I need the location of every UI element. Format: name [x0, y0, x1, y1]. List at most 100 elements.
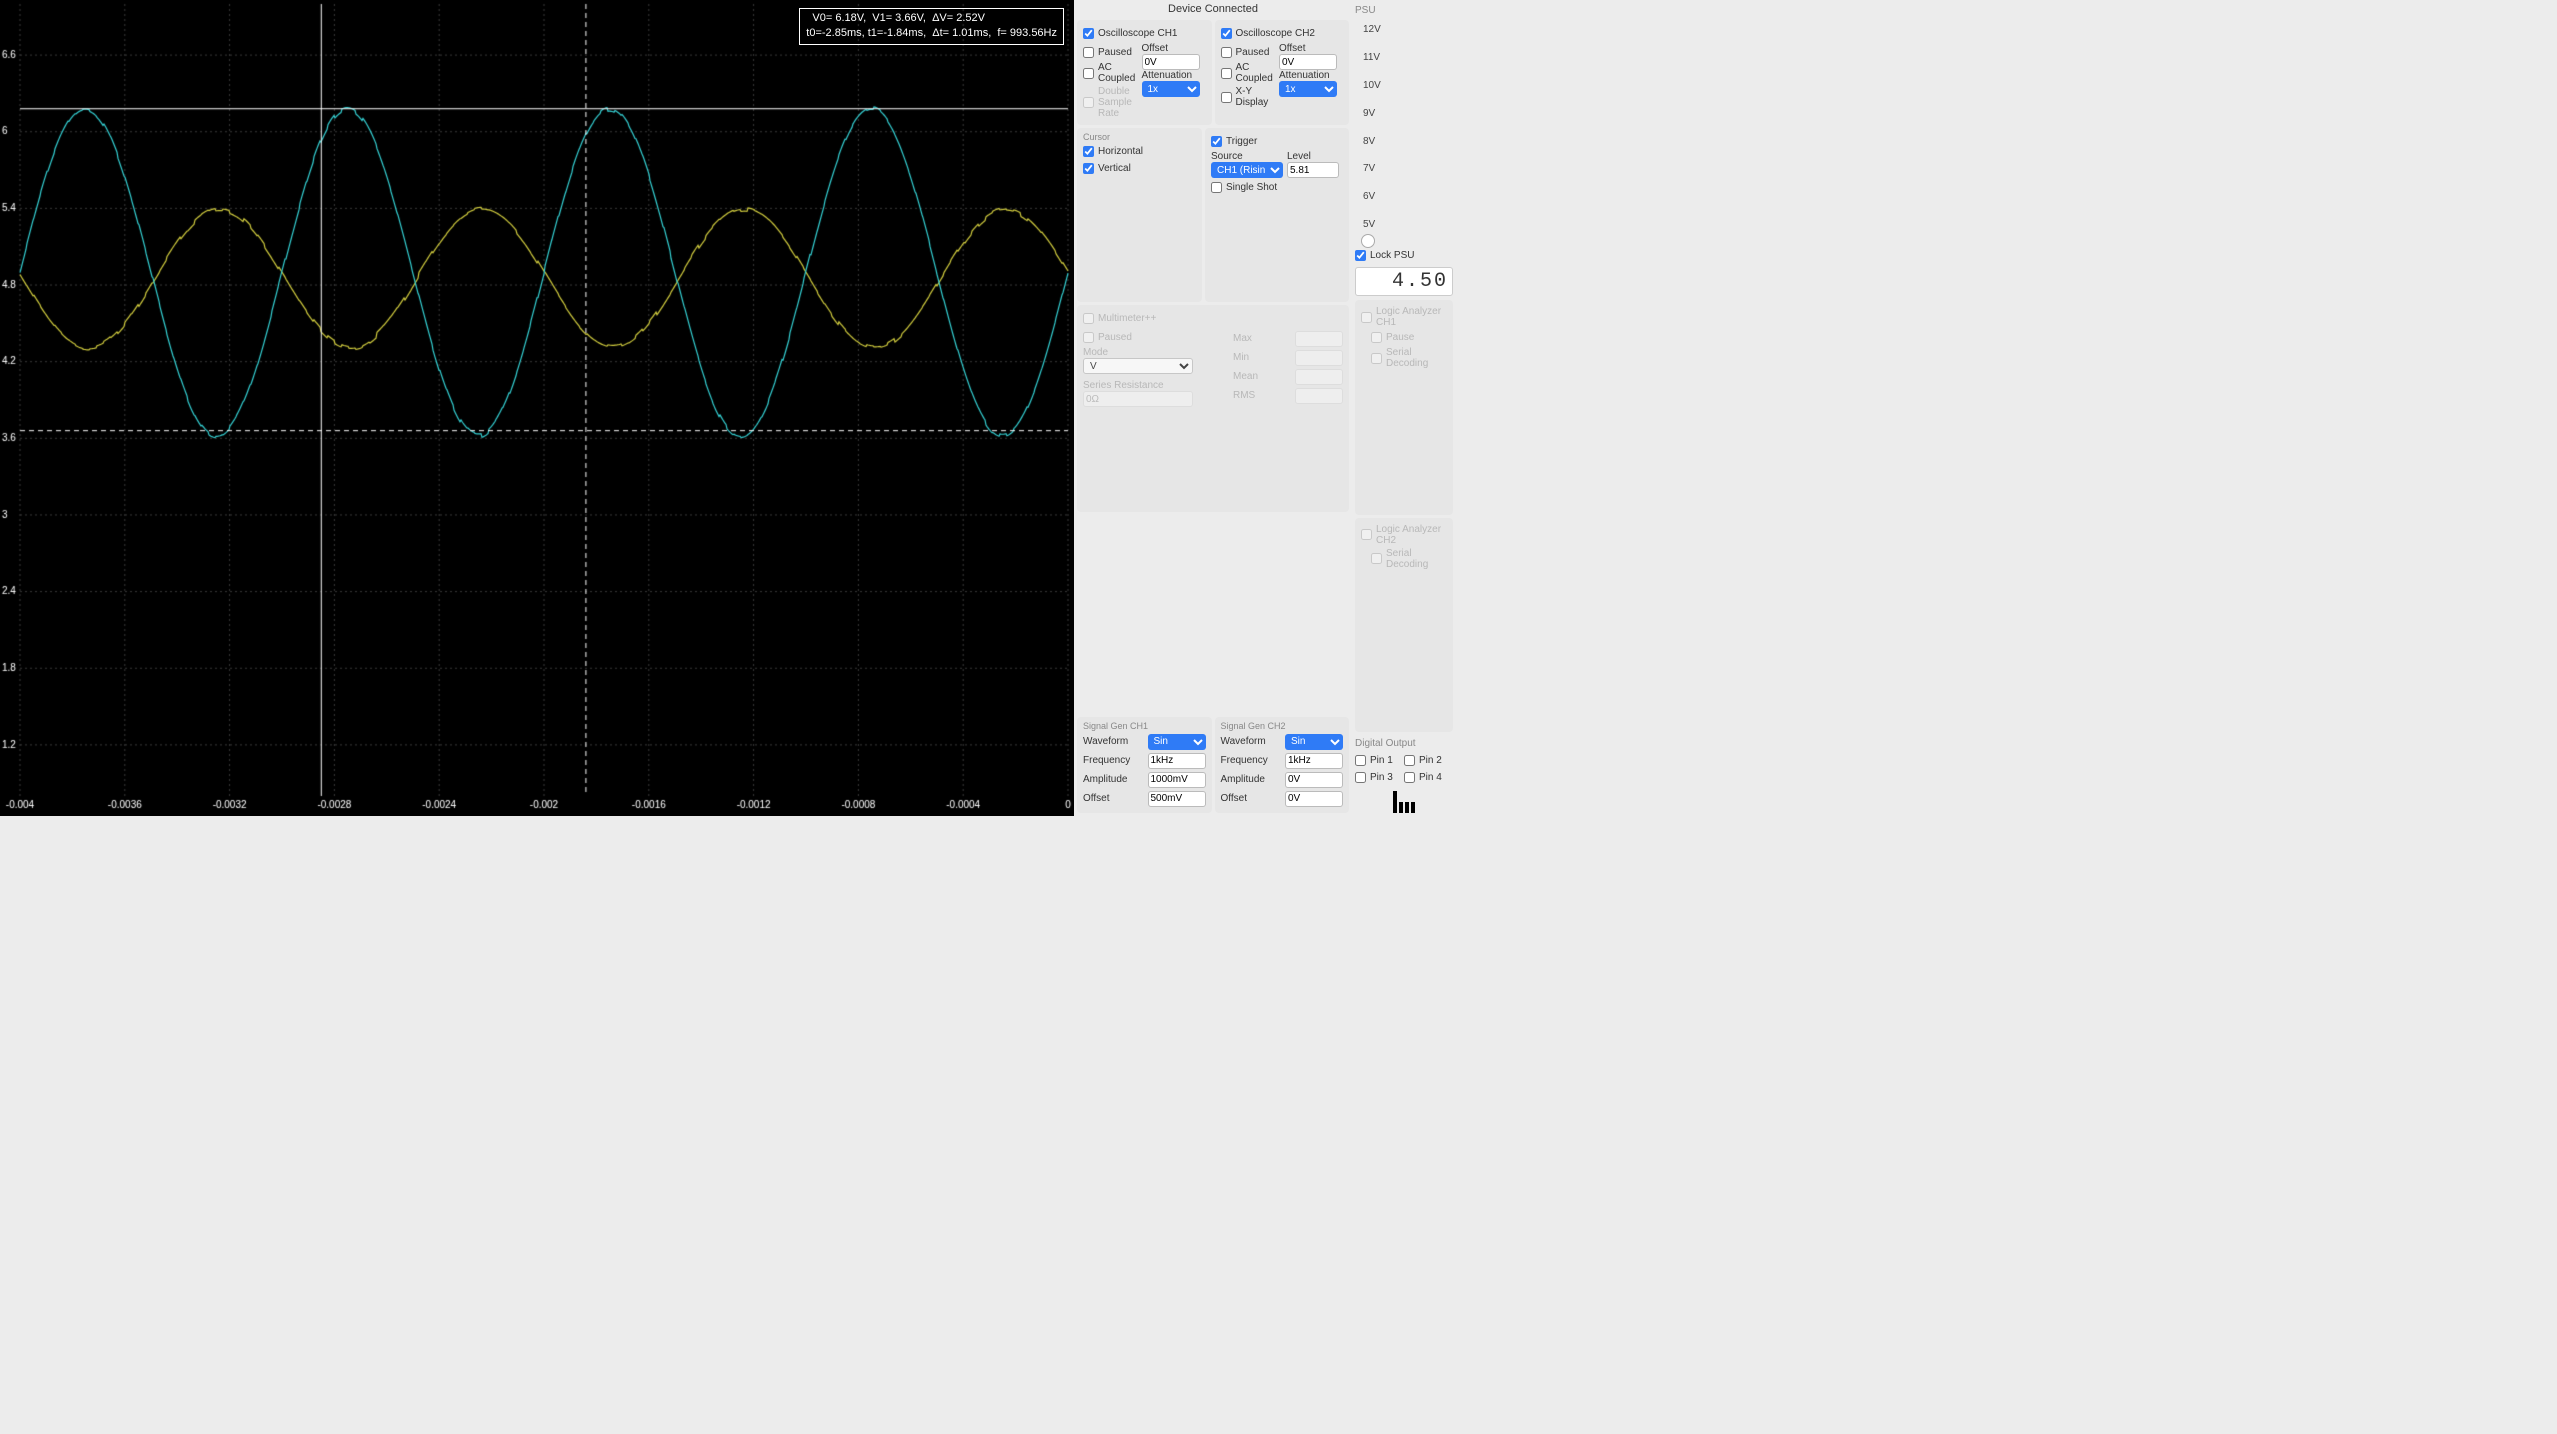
- osc-ch1-paused-checkbox[interactable]: [1083, 47, 1094, 58]
- sg1-amp-input[interactable]: [1148, 772, 1206, 788]
- sg1-freq-label: Frequency: [1083, 755, 1144, 766]
- digital-output-bars: [1355, 791, 1453, 813]
- osc-ch2-att-label: Attenuation: [1279, 70, 1343, 81]
- trigger-single-checkbox[interactable]: [1211, 182, 1222, 193]
- trigger-panel: Trigger Source CH1 (Rising) Level Single…: [1205, 128, 1349, 302]
- pin3-checkbox[interactable]: [1355, 772, 1366, 783]
- la-ch1-serial-label: Serial Decoding: [1386, 347, 1447, 369]
- mm-max-label: Max: [1233, 333, 1252, 344]
- mm-min-label: Min: [1233, 352, 1249, 363]
- osc-ch2-offset-label: Offset: [1279, 43, 1343, 54]
- pin2-checkbox[interactable]: [1404, 755, 1415, 766]
- trigger-source-label: Source: [1211, 151, 1283, 162]
- trigger-level-label: Level: [1287, 151, 1343, 162]
- mm-mean-label: Mean: [1233, 371, 1258, 382]
- siggen-ch2-title: Signal Gen CH2: [1221, 721, 1344, 731]
- multimeter-paused-checkbox: [1083, 332, 1094, 343]
- mm-max-value: [1295, 331, 1343, 347]
- psu-tick: 8V: [1363, 136, 1453, 147]
- trigger-level-input[interactable]: [1287, 162, 1339, 178]
- mm-mean-value: [1295, 369, 1343, 385]
- psu-scale[interactable]: 12V 11V 10V 9V 8V 7V 6V 5V: [1355, 18, 1453, 236]
- cursor-panel: Cursor Horizontal Vertical: [1077, 128, 1202, 302]
- la-ch1-title: Logic Analyzer CH1: [1376, 306, 1447, 328]
- siggen-ch1-title: Signal Gen CH1: [1083, 721, 1206, 731]
- digital-output-title: Digital Output: [1355, 738, 1453, 749]
- sg2-wave-select[interactable]: Sin: [1285, 734, 1343, 750]
- pin3-label: Pin 3: [1370, 772, 1393, 783]
- psu-title: PSU: [1355, 5, 1453, 16]
- osc-ch2-xy-checkbox[interactable]: [1221, 92, 1232, 103]
- osc-ch1-ac-label: AC Coupled: [1098, 62, 1138, 84]
- osc-ch2-paused-label: Paused: [1236, 47, 1270, 58]
- multimeter-sr-label: Series Resistance: [1083, 380, 1227, 391]
- lock-psu-checkbox[interactable]: [1355, 250, 1366, 261]
- mm-rms-label: RMS: [1233, 390, 1255, 401]
- osc-ch1-att-label: Attenuation: [1142, 70, 1206, 81]
- multimeter-sr-input: [1083, 391, 1193, 407]
- trigger-single-label: Single Shot: [1226, 182, 1277, 193]
- sg2-off-input[interactable]: [1285, 791, 1343, 807]
- psu-tick: 11V: [1363, 52, 1453, 63]
- multimeter-mode-label: Mode: [1083, 347, 1227, 358]
- sg2-off-label: Offset: [1221, 793, 1282, 804]
- osc-ch2-offset-input[interactable]: [1279, 54, 1337, 70]
- osc-ch1-enable-checkbox[interactable]: [1083, 28, 1094, 39]
- trigger-source-select[interactable]: CH1 (Rising): [1211, 162, 1283, 178]
- sg2-wave-label: Waveform: [1221, 736, 1282, 747]
- osc-ch1-ac-checkbox[interactable]: [1083, 68, 1094, 79]
- multimeter-paused-label: Paused: [1098, 332, 1132, 343]
- osc-ch1-dsr-checkbox: [1083, 97, 1094, 108]
- psu-voltage-display: 4.50: [1355, 267, 1453, 296]
- digital-output-panel: Digital Output Pin 1 Pin 3 Pin 2 Pin 4: [1355, 736, 1453, 813]
- scope-canvas[interactable]: [0, 0, 1074, 816]
- sg1-wave-select[interactable]: Sin: [1148, 734, 1206, 750]
- mm-rms-value: [1295, 388, 1343, 404]
- trigger-enable-checkbox[interactable]: [1211, 136, 1222, 147]
- multimeter-enable-checkbox: [1083, 313, 1094, 324]
- multimeter-title: Multimeter++: [1098, 313, 1156, 324]
- pin4-checkbox[interactable]: [1404, 772, 1415, 783]
- cursor-vertical-checkbox[interactable]: [1083, 163, 1094, 174]
- trigger-title: Trigger: [1226, 136, 1257, 147]
- oscilloscope-display[interactable]: V0= 6.18V, V1= 3.66V, ΔV= 2.52V t0=-2.85…: [0, 0, 1074, 816]
- osc-ch1-panel: Oscilloscope CH1 Paused AC Coupled Doubl…: [1077, 20, 1212, 125]
- multimeter-panel: Multimeter++ Paused Mode V Series Resist…: [1077, 305, 1349, 512]
- sg1-freq-input[interactable]: [1148, 753, 1206, 769]
- osc-ch1-offset-input[interactable]: [1142, 54, 1200, 70]
- sg2-amp-label: Amplitude: [1221, 774, 1282, 785]
- osc-ch2-ac-label: AC Coupled: [1236, 62, 1276, 84]
- pin1-label: Pin 1: [1370, 755, 1393, 766]
- osc-ch1-paused-label: Paused: [1098, 47, 1132, 58]
- psu-tick: 7V: [1363, 163, 1453, 174]
- cursor-horizontal-checkbox[interactable]: [1083, 146, 1094, 157]
- la-ch2-title: Logic Analyzer CH2: [1376, 524, 1447, 546]
- osc-ch2-panel: Oscilloscope CH2 Paused AC Coupled X-Y D…: [1215, 20, 1350, 125]
- osc-ch1-att-select[interactable]: 1x: [1142, 81, 1200, 97]
- osc-ch2-paused-checkbox[interactable]: [1221, 47, 1232, 58]
- siggen-ch1-panel: Signal Gen CH1 Waveform Sin Frequency Amp…: [1077, 717, 1212, 813]
- la-ch2-serial-label: Serial Decoding: [1386, 548, 1447, 570]
- osc-ch2-att-select[interactable]: 1x: [1279, 81, 1337, 97]
- osc-ch2-enable-checkbox[interactable]: [1221, 28, 1232, 39]
- sg2-amp-input[interactable]: [1285, 772, 1343, 788]
- sg2-freq-input[interactable]: [1285, 753, 1343, 769]
- pin2-label: Pin 2: [1419, 755, 1442, 766]
- pin4-label: Pin 4: [1419, 772, 1442, 783]
- psu-tick: 9V: [1363, 108, 1453, 119]
- la-ch1-serial-checkbox: [1371, 353, 1382, 364]
- cursor-readout: V0= 6.18V, V1= 3.66V, ΔV= 2.52V t0=-2.85…: [799, 8, 1064, 45]
- sg1-wave-label: Waveform: [1083, 736, 1144, 747]
- psu-tick: 5V: [1363, 219, 1453, 230]
- la-ch2-enable-checkbox: [1361, 529, 1372, 540]
- sg1-off-label: Offset: [1083, 793, 1144, 804]
- cursor-title: Cursor: [1083, 132, 1196, 142]
- osc-ch2-ac-checkbox[interactable]: [1221, 68, 1232, 79]
- psu-slider-thumb[interactable]: [1361, 234, 1375, 248]
- pin1-checkbox[interactable]: [1355, 755, 1366, 766]
- sg1-amp-label: Amplitude: [1083, 774, 1144, 785]
- sg2-freq-label: Frequency: [1221, 755, 1282, 766]
- sg1-off-input[interactable]: [1148, 791, 1206, 807]
- osc-ch2-title: Oscilloscope CH2: [1236, 28, 1315, 39]
- osc-ch1-title: Oscilloscope CH1: [1098, 28, 1177, 39]
